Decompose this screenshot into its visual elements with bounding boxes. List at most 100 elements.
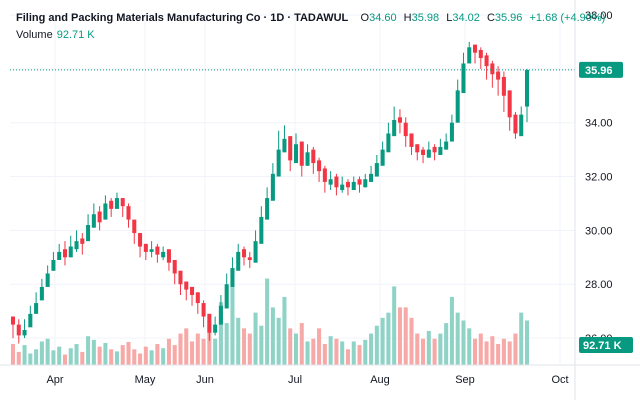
- candle: [305, 144, 310, 166]
- symbol-title[interactable]: Filing and Packing Materials Manufacturi…: [16, 12, 349, 24]
- volume-bar: [357, 345, 362, 365]
- volume-label: Volume: [16, 29, 53, 41]
- candle: [201, 300, 206, 328]
- candle: [207, 313, 212, 341]
- volume-bar: [10, 344, 16, 365]
- volume-bar: [409, 317, 414, 365]
- candle: [490, 60, 495, 88]
- volume-bar: [155, 344, 160, 365]
- candle: [282, 125, 287, 153]
- volume-bar: [97, 346, 102, 365]
- volume-bar: [259, 325, 264, 365]
- close-value: 35.96: [494, 12, 523, 24]
- candle: [80, 233, 85, 255]
- high-value: 35.98: [411, 12, 440, 24]
- volume-bar: [213, 338, 218, 365]
- candle: [91, 203, 96, 228]
- volume-bar: [253, 312, 258, 365]
- candle: [322, 165, 327, 193]
- candle: [34, 292, 39, 314]
- candle: [155, 243, 160, 263]
- candle: [432, 144, 437, 161]
- candle: [109, 198, 114, 217]
- low-value: 34.02: [452, 12, 480, 24]
- volume-bar: [120, 345, 125, 365]
- candle: [438, 138, 443, 155]
- volume-bar: [432, 338, 437, 365]
- volume-bar: [351, 341, 356, 365]
- candle: [39, 278, 44, 301]
- x-tick-label: Apr: [46, 374, 63, 386]
- volume-bar: [374, 325, 379, 365]
- candle: [10, 316, 16, 339]
- candle: [236, 243, 241, 271]
- candle: [299, 141, 304, 177]
- volume-bar: [143, 346, 148, 365]
- volume-bar: [184, 328, 189, 365]
- x-tick-label: Aug: [370, 374, 390, 386]
- volume-bar: [28, 353, 33, 365]
- candle: [120, 198, 125, 217]
- candle: [461, 52, 466, 94]
- candle: [28, 305, 33, 328]
- volume-bar: [16, 351, 21, 365]
- volume-bar: [166, 338, 171, 365]
- candle: [143, 243, 148, 260]
- volume-bar: [322, 344, 327, 365]
- volume-bar: [496, 344, 501, 365]
- volume-bar: [421, 338, 426, 365]
- low-label: L: [446, 12, 453, 24]
- volume-bar: [109, 349, 114, 365]
- volume-bar: [201, 338, 206, 365]
- volume-bar: [138, 353, 143, 365]
- candle: [230, 257, 235, 287]
- volume-bar: [149, 350, 154, 365]
- y-tick-label: 38.00: [585, 10, 613, 22]
- volume-bar: [161, 348, 166, 365]
- candle: [224, 273, 229, 309]
- volume-bar: [392, 286, 397, 365]
- candle: [369, 165, 374, 182]
- candle: [86, 214, 91, 242]
- volume-bar: [363, 339, 368, 365]
- candle: [190, 286, 195, 306]
- y-tick-label: 34.00: [585, 118, 613, 130]
- open-value: 34.60: [369, 12, 397, 24]
- volume-bar: [270, 307, 275, 365]
- volume-bars: [10, 278, 530, 365]
- x-tick-label: Jun: [196, 374, 214, 386]
- candle: [421, 146, 426, 164]
- candle: [270, 163, 275, 201]
- candle: [126, 203, 131, 228]
- volume-bar: [247, 333, 252, 365]
- candle: [501, 71, 506, 112]
- volume-bar: [68, 348, 73, 365]
- candle: [16, 319, 21, 344]
- last-price-badge: 35.96: [579, 61, 623, 78]
- volume-bar: [265, 278, 270, 365]
- candle: [288, 136, 293, 172]
- candle: [45, 265, 50, 287]
- candle: [184, 281, 189, 301]
- volume-bar: [444, 323, 449, 365]
- time-axis[interactable]: Apr May Jun Jul Aug Sep Oct: [46, 374, 568, 386]
- candle: [103, 195, 108, 220]
- candle: [166, 249, 171, 271]
- candle: [415, 144, 420, 161]
- candle: [449, 114, 454, 142]
- volume-bar: [380, 317, 385, 365]
- candle: [484, 52, 489, 80]
- volume-bar: [39, 341, 44, 365]
- volume-bar: [195, 333, 200, 365]
- candle: [51, 251, 56, 271]
- candle: [524, 68, 530, 123]
- volume-legend: Volume 92.71 K: [16, 29, 95, 41]
- candle: [357, 176, 362, 193]
- y-tick-label: 32.00: [585, 172, 613, 184]
- candle: [161, 246, 166, 260]
- volume-bar: [172, 345, 177, 365]
- candle: [213, 316, 218, 336]
- volume-bar: [334, 338, 339, 365]
